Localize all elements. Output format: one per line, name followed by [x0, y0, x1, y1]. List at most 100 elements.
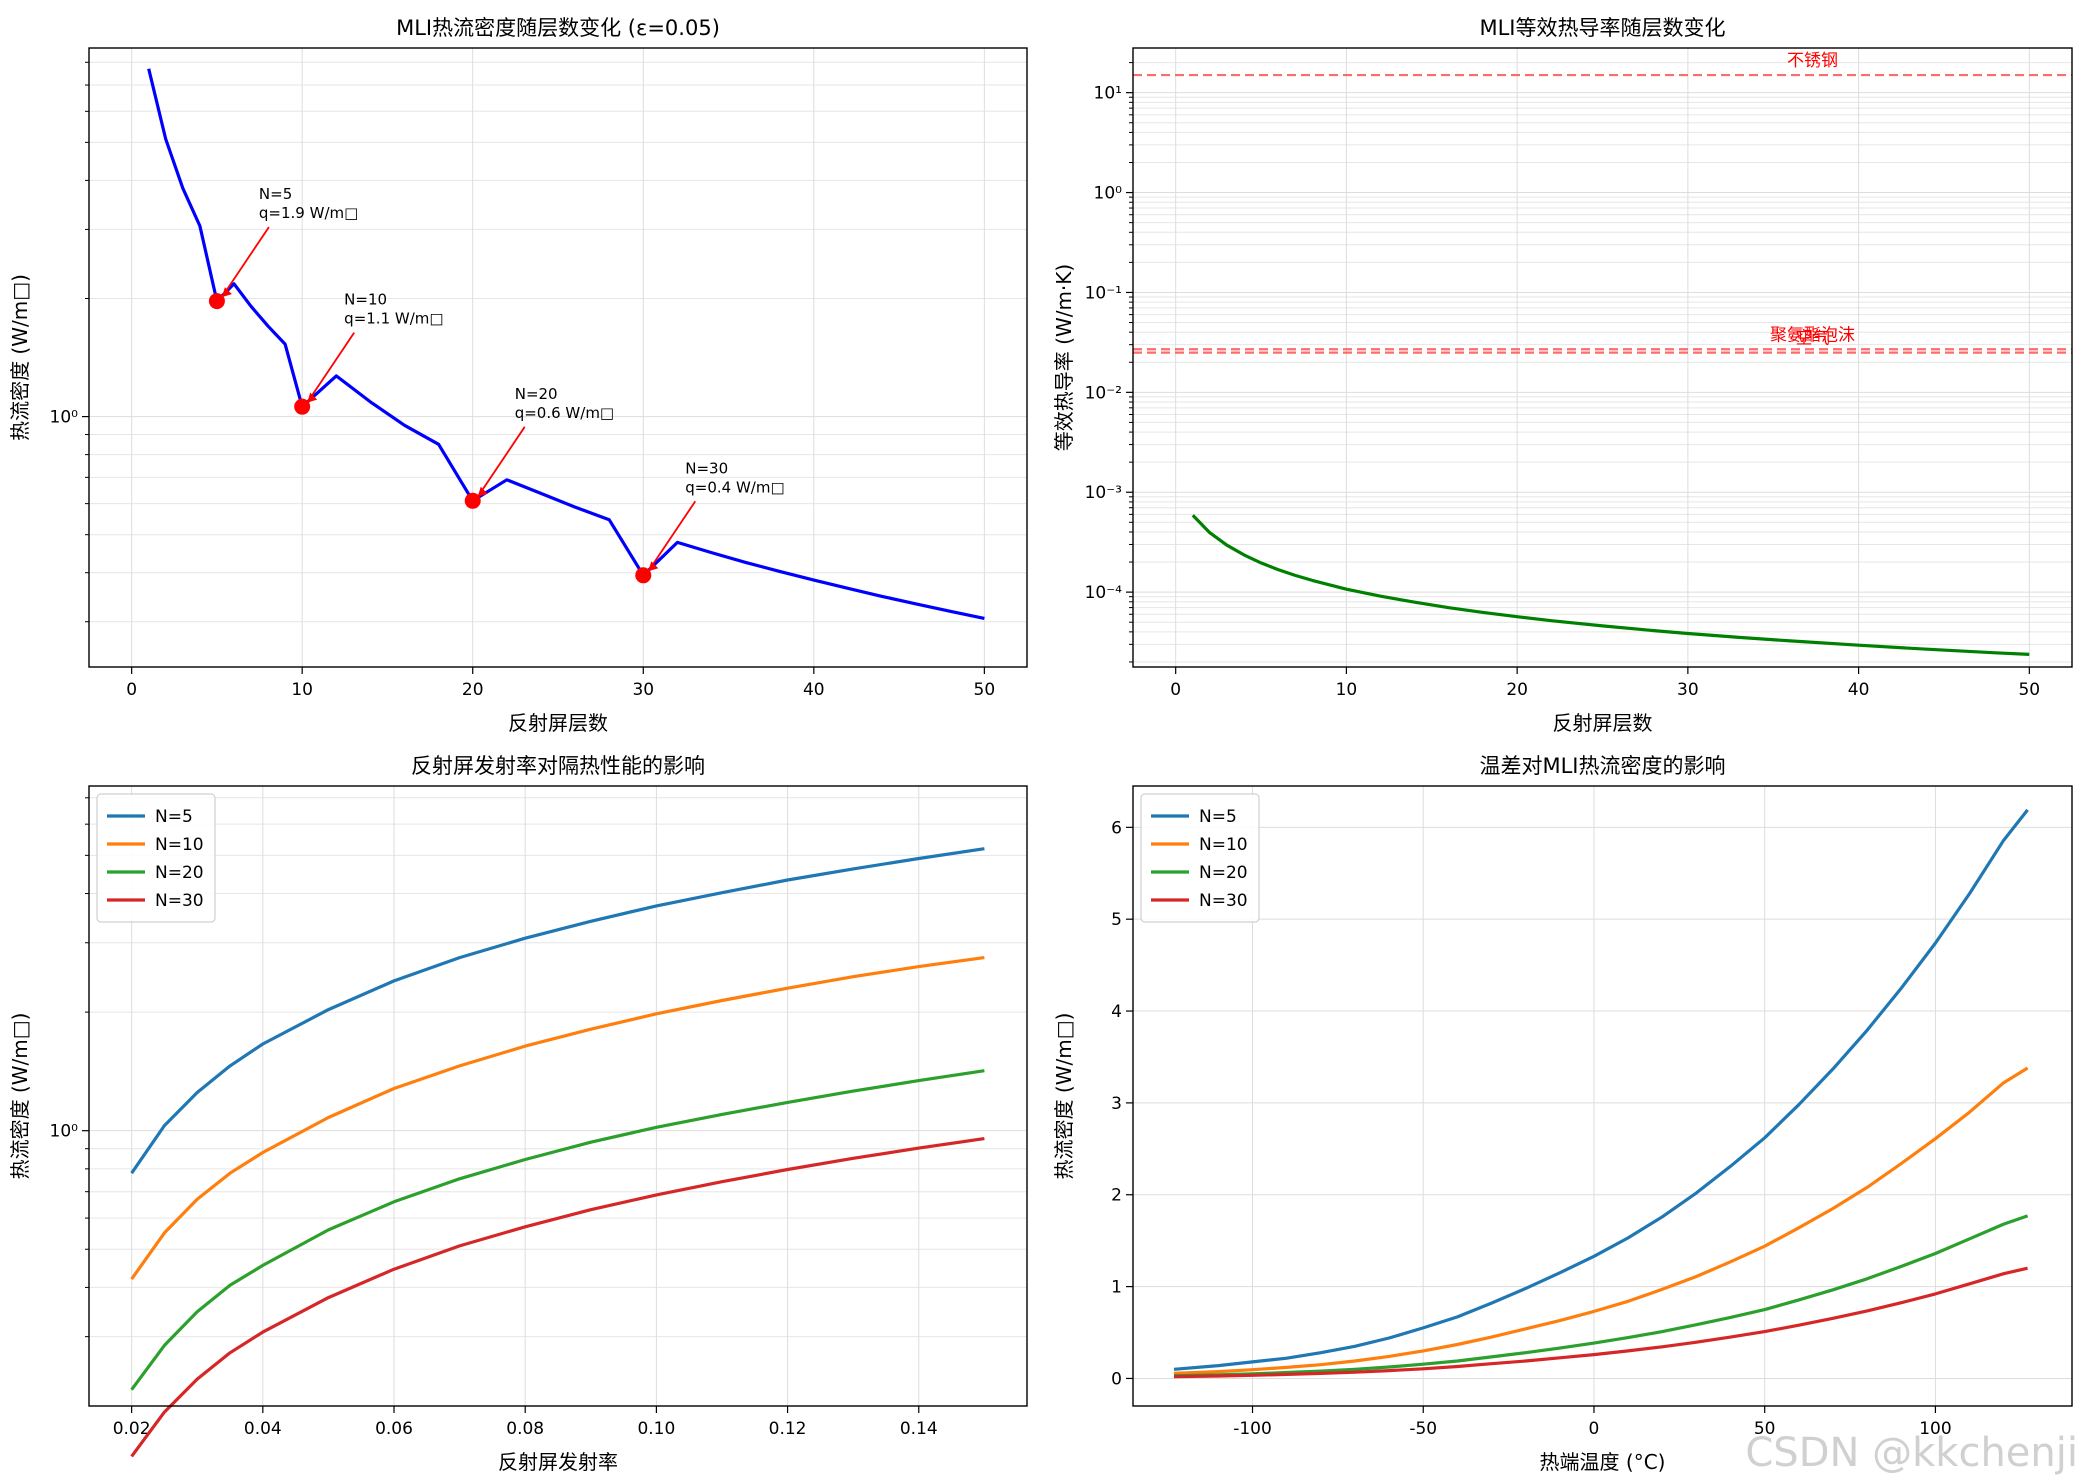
chart-2: 0 10 20 30 40 50 10¹ 10⁰ 10⁻¹ 10⁻² 10⁻³ 10⁻⁴ 不锈钢聚氨酯泡… [1052, 16, 2073, 735]
plot-area [1133, 48, 2072, 667]
chart-title: 反射屏发射率对隔热性能的影响 [411, 754, 705, 778]
chart-title: MLI热流密度随层数变化 (ε=0.05) [396, 16, 720, 40]
y-tick-label: 10⁻¹ [1085, 283, 1122, 303]
plot-frame [88, 785, 1028, 1407]
annotation-arrowhead [477, 486, 488, 497]
plot-frame [88, 47, 1028, 668]
plot-frame [1132, 47, 2073, 668]
series-line-n-20 [1173, 1214, 2029, 1378]
x-tick-label: 0.10 [637, 1419, 675, 1439]
legend-label: N=20 [1199, 863, 1248, 883]
y-tick-label: 10⁰ [50, 408, 79, 428]
annotation-arrow [306, 332, 355, 404]
annotation-arrow [221, 226, 270, 298]
data-point-marker [208, 293, 225, 310]
series-line-n-30 [1173, 1266, 2028, 1379]
y-tick-label: 10⁻² [1085, 383, 1122, 403]
y-tick-label: 3 [1111, 1094, 1122, 1114]
y-tick-label: 4 [1111, 1002, 1122, 1022]
y-tick-label: 6 [1111, 818, 1122, 838]
y-tick-label: 10⁻⁴ [1085, 583, 1123, 603]
x-axis-label: 反射屏层数 [1553, 711, 1653, 735]
y-tick-label: 10¹ [1094, 84, 1122, 104]
reference-line-label: 聚氨酯泡沫 [1770, 325, 1855, 345]
y-axis-label: 等效热导率 (W/m·K) [1052, 264, 1076, 451]
x-tick-label: 50 [2018, 680, 2040, 700]
annotation-arrow [647, 500, 697, 572]
x-tick-label: 50 [974, 680, 996, 700]
y-tick-label: 10⁰ [1094, 184, 1123, 204]
x-tick-label: 0.08 [506, 1419, 544, 1439]
series-line-1 [1191, 514, 2030, 656]
x-tick-label: 20 [1506, 680, 1528, 700]
y-axis-label: 热流密度 (W/m□) [1052, 1013, 1076, 1180]
legend-label: N=30 [1199, 891, 1248, 911]
annotation-arrowhead [648, 561, 659, 572]
csdn-watermark: CSDN @kkchenji [1745, 1430, 2078, 1476]
x-tick-label: 20 [462, 680, 484, 700]
plot-area [89, 786, 1027, 1406]
x-tick-label: -100 [1233, 1419, 1272, 1439]
x-axis-label: 反射屏层数 [508, 711, 608, 735]
x-tick-label: 10 [1336, 680, 1358, 700]
y-tick-label: 10⁻³ [1085, 483, 1122, 503]
reference-line-label: 不锈钢 [1787, 51, 1838, 71]
annotation-label: q=0.4 W/m□ [685, 478, 784, 496]
y-tick-label: 10⁰ [50, 1122, 79, 1142]
y-tick-label: 2 [1111, 1186, 1122, 1206]
x-tick-label: 0.04 [244, 1419, 282, 1439]
x-tick-label: 100 [1919, 1419, 1951, 1439]
x-tick-label: 0.12 [769, 1419, 807, 1439]
plot-area [89, 48, 1027, 667]
x-tick-label: 10 [291, 680, 313, 700]
x-tick-label: 40 [803, 680, 825, 700]
legend-label: N=10 [155, 835, 204, 855]
annotation-label: N=20 [515, 385, 558, 403]
x-tick-label: 30 [1677, 680, 1699, 700]
legend-label: N=5 [1199, 807, 1237, 827]
annotation-label: q=1.1 W/m□ [344, 310, 443, 328]
annotation-label: q=0.6 W/m□ [515, 404, 614, 422]
annotation-arrowhead [221, 287, 232, 298]
x-tick-label: 0.06 [375, 1419, 413, 1439]
chart-3: 0.02 0.04 0.06 0.08 0.10 0.12 0.14 10⁰ 反射屏发射率对隔热… [8, 754, 1028, 1474]
x-axis-label: 反射屏发射率 [498, 1450, 618, 1474]
annotation-label: q=1.9 W/m□ [259, 204, 358, 222]
x-tick-label: 40 [1848, 680, 1870, 700]
x-axis-label: 热端温度 (°C) [1540, 1450, 1666, 1474]
series-line-n-20 [130, 1069, 985, 1391]
legend-label: N=5 [155, 807, 193, 827]
data-point-marker [294, 398, 311, 415]
y-tick-label: 1 [1111, 1278, 1122, 1298]
annotation-label: N=30 [685, 459, 728, 477]
series-line-n-10 [130, 956, 985, 1281]
legend-box [96, 793, 216, 923]
annotation-arrow [476, 426, 526, 498]
x-tick-label: 0.14 [900, 1419, 938, 1439]
annotation-arrowhead [307, 392, 318, 403]
plot-area [1133, 786, 2072, 1406]
legend-box [1140, 793, 1260, 923]
legend-label: N=10 [1199, 835, 1248, 855]
x-tick-label: 0 [1589, 1419, 1600, 1439]
legend-label: N=30 [155, 891, 204, 911]
chart-title: MLI等效热导率随层数变化 [1479, 16, 1725, 40]
legend-label: N=20 [155, 863, 204, 883]
reference-line-label: 空气 [1796, 329, 1830, 349]
y-axis-label: 热流密度 (W/m□) [8, 274, 32, 441]
series-line-n-5 [130, 847, 985, 1175]
x-tick-label: 0 [126, 680, 137, 700]
data-point-marker [635, 567, 652, 584]
series-line-n-30 [130, 1137, 985, 1458]
data-point-marker [464, 492, 481, 509]
series-line-1 [147, 68, 985, 620]
annotation-label: N=5 [259, 185, 292, 203]
x-tick-label: -50 [1409, 1419, 1437, 1439]
x-tick-label: 30 [632, 680, 654, 700]
y-axis-label: 热流密度 (W/m□) [8, 1013, 32, 1180]
chart-title: 温差对MLI热流密度的影响 [1479, 754, 1725, 778]
annotation-label: N=10 [344, 291, 387, 309]
x-tick-label: 0.02 [113, 1419, 151, 1439]
